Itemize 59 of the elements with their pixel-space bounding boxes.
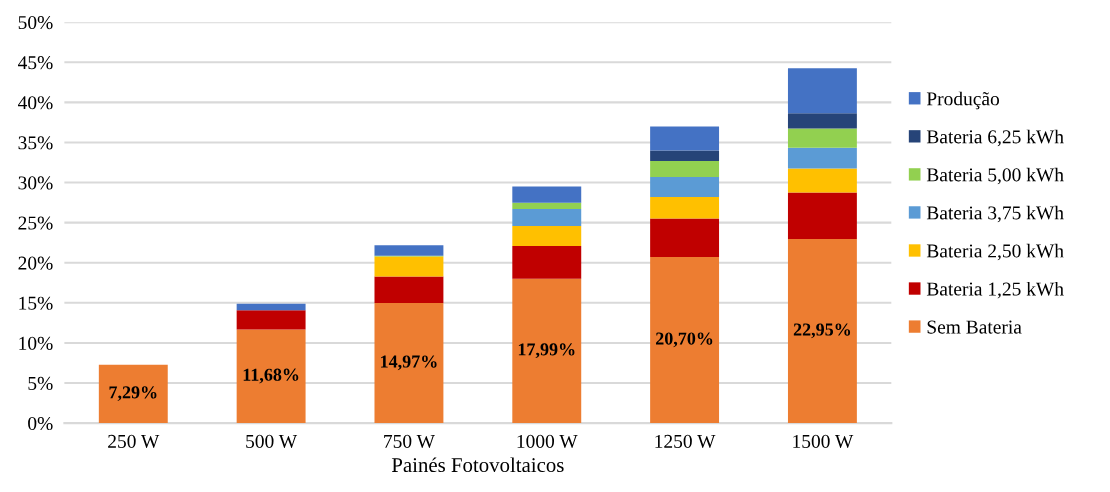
y-tick-label: 45% (18, 56, 53, 70)
bar (236, 329, 306, 424)
y-tick-label: 40% (18, 96, 53, 110)
bar (98, 364, 168, 424)
bar (787, 239, 857, 424)
bar (374, 276, 444, 304)
data-label: 20,70% (656, 332, 713, 348)
x-tick-label: 250 W (108, 434, 160, 449)
data-label: 14,97% (381, 355, 437, 371)
bar (650, 218, 720, 258)
x-tick-label: 750 W (384, 434, 435, 449)
bar (374, 303, 444, 424)
x-tick-label: 1000 W (517, 434, 578, 449)
bar (650, 257, 720, 424)
bar (512, 245, 582, 279)
y-tick-label: 25% (18, 216, 53, 230)
bar (650, 150, 720, 161)
bar (787, 128, 857, 148)
x-tick-label: 1250 W (655, 434, 716, 449)
y-tick-label: 20% (18, 256, 53, 270)
x-axis-title: Painés Fotovoltaicos (391, 457, 564, 473)
data-label: 7,29% (109, 386, 157, 402)
y-tick-label: 50% (18, 15, 53, 30)
legend-label: Bateria 6,25 kWh (926, 129, 1064, 147)
bar (787, 168, 857, 193)
y-tick-label: 15% (19, 296, 53, 310)
bar (650, 160, 720, 177)
y-tick-label: 35% (18, 136, 53, 150)
x-tick-label: 500 W (246, 434, 298, 449)
bar (512, 278, 582, 424)
bar (787, 192, 857, 240)
bar (787, 147, 857, 169)
bar (512, 202, 582, 210)
bar (374, 245, 444, 256)
legend-label: Sem Bateria (927, 320, 1022, 334)
bar (374, 256, 444, 277)
bar (787, 68, 857, 114)
bar (236, 310, 306, 330)
legend-label: Bateria 2,50 kWh (926, 243, 1064, 261)
bar (512, 209, 582, 226)
bar (236, 303, 306, 311)
legend-label: Bateria 3,75 kWh (926, 205, 1064, 223)
legend-label: Bateria 5,00 kWh (926, 167, 1064, 185)
bar (512, 186, 582, 203)
bar (650, 126, 720, 151)
data-label: 22,95% (793, 323, 851, 339)
data-label: 11,68% (243, 368, 299, 384)
x-tick-label: 1500 W (793, 434, 854, 449)
bar (512, 225, 582, 246)
y-tick-label: 10% (19, 336, 53, 350)
legend-label: Bateria 1,25 kWh (926, 281, 1064, 299)
bar (650, 196, 720, 219)
legend-label: Produção (926, 91, 1000, 110)
y-tick-label: 0% (28, 416, 53, 431)
y-tick-label: 5% (28, 376, 53, 391)
bar (787, 113, 857, 129)
y-tick-label: 30% (18, 176, 53, 190)
data-label: 17,99% (518, 343, 575, 359)
bar (650, 176, 720, 197)
